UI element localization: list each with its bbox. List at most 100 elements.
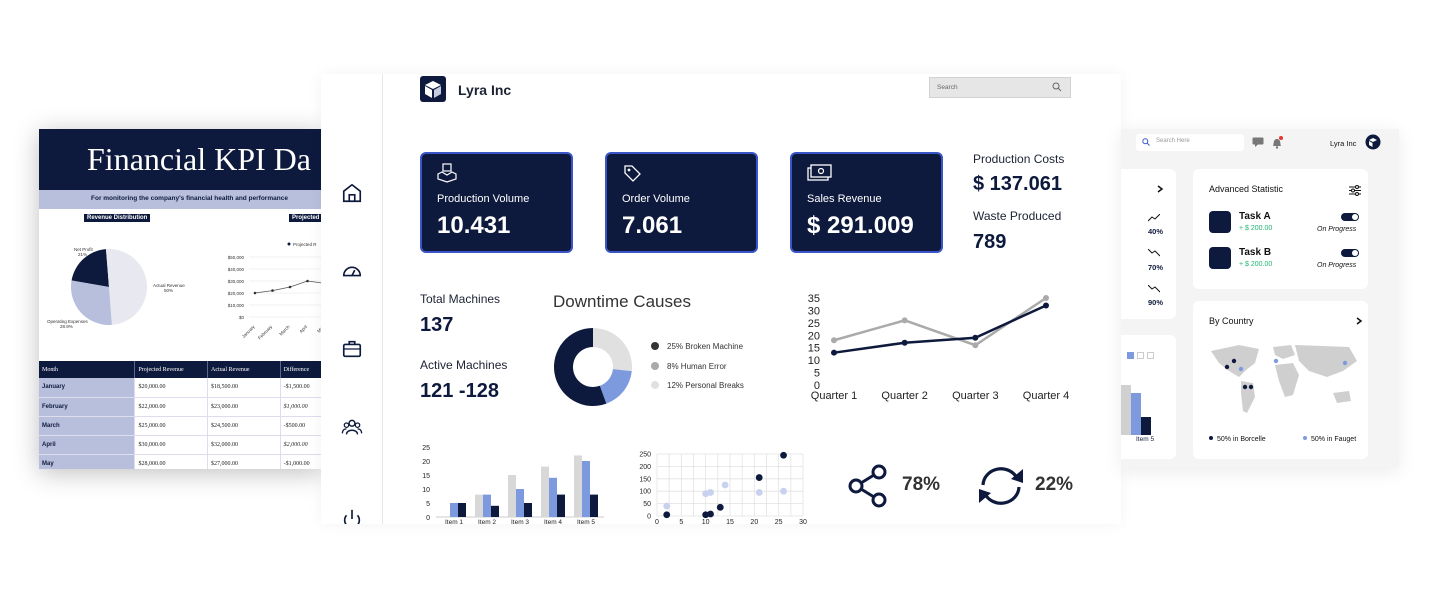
pie-label-opex: Operating Expenses [47, 319, 88, 324]
bar [582, 461, 590, 517]
trend-panel: 40% 70% 90% [1121, 169, 1176, 319]
x-tick-label: Item 5 [577, 519, 595, 524]
advanced-title: Advanced Statistic [1209, 184, 1284, 194]
x-tick-label: April [298, 324, 308, 334]
trend-down-icon [1148, 249, 1160, 257]
table-row: April $30,000.00 $32,000.00 $2,000.00 [39, 435, 323, 455]
share-icon [848, 464, 887, 508]
team-icon[interactable] [341, 416, 363, 438]
speedometer-icon[interactable] [341, 260, 363, 282]
task-toggle[interactable] [1341, 213, 1359, 221]
kpi-production-volume[interactable]: Production Volume 10.431 [420, 152, 573, 253]
data-point [972, 334, 979, 341]
data-point [901, 317, 908, 324]
task-toggle[interactable] [1341, 249, 1359, 257]
pie-label-actual: Actual Revenue [153, 283, 185, 288]
kpi-label: Sales Revenue [807, 193, 882, 205]
table-row: February $22,000.00 $23,000.00 $1,000.00 [39, 397, 323, 417]
filter-chip[interactable] [1137, 352, 1144, 359]
scatter-point [780, 451, 787, 459]
task-name: Task A [1239, 211, 1271, 222]
y-tick-label: 150 [639, 476, 651, 483]
hands-box-icon [437, 163, 457, 183]
scatter-point [707, 489, 714, 496]
data-point [253, 291, 257, 295]
total-machines-value: 137 [420, 314, 454, 336]
series-line [833, 304, 1047, 354]
series-line [833, 296, 1047, 347]
filter-chip[interactable] [1147, 352, 1154, 359]
y-tick-label: $10,000 [228, 303, 245, 308]
legend-label: 8% Human Error [667, 362, 727, 371]
data-point [1043, 295, 1049, 301]
chevron-right-icon[interactable] [1355, 317, 1363, 325]
x-tick-label: 10 [702, 519, 710, 524]
search-placeholder: Search [937, 84, 958, 91]
legend-dot [1303, 436, 1307, 440]
right-dashboard-card: Search Here Lyra Inc 40% 70% 90% [1121, 129, 1399, 468]
mini-bar-panel: Item 5 [1121, 335, 1176, 459]
y-tick-label: 10 [422, 487, 430, 494]
kpi-sales-revenue[interactable]: Sales Revenue $ 291.009 [790, 152, 943, 253]
right-search-placeholder: Search Here [1156, 138, 1190, 144]
trend-value: 90% [1148, 298, 1164, 307]
scatter-point [663, 511, 671, 519]
search-icon[interactable] [1052, 82, 1062, 92]
production-costs-label: Production Costs [973, 152, 1065, 166]
bar [458, 503, 466, 517]
y-tick-label: 250 [639, 452, 651, 459]
bar [1141, 417, 1151, 435]
scatter-point [755, 474, 763, 481]
bar [483, 494, 491, 517]
kpi-label: Order Volume [622, 193, 690, 205]
production-costs-value: $ 137.061 [973, 173, 1062, 195]
advanced-statistic-panel: Advanced Statistic Task A + $ 200.00 On … [1193, 169, 1368, 289]
x-tick-label: 5 [679, 519, 683, 524]
chevron-right-icon[interactable] [1156, 185, 1164, 193]
scatter-chart: 0 50 100 150 200 250 0 5 10 15 20 25 30 [639, 451, 807, 525]
kpi-value: $ 291.009 [807, 212, 914, 239]
chat-icon[interactable] [1252, 137, 1264, 147]
sidebar-divider [382, 74, 383, 524]
legend-label: 12% Personal Breaks [667, 381, 744, 390]
x-tick-label: March [278, 324, 291, 337]
y-tick-label: 200 [639, 464, 651, 471]
briefcase-icon[interactable] [341, 338, 363, 360]
scatter-point [707, 510, 714, 518]
power-icon[interactable] [341, 508, 363, 524]
avatar[interactable] [1365, 134, 1381, 150]
country-title: By Country [1209, 316, 1254, 326]
y-tick-label: 15 [422, 473, 430, 480]
share-percentage: 78% [902, 474, 941, 495]
table-cell: $32,000.00 [207, 435, 281, 455]
data-point [831, 349, 837, 356]
bar [574, 455, 582, 517]
x-tick-label: Item 1 [445, 519, 463, 524]
pie-slice [71, 280, 112, 325]
trend-value: 70% [1148, 263, 1164, 272]
filter-chip[interactable] [1127, 352, 1134, 359]
y-tick-label: 0 [647, 514, 651, 521]
trend-up-icon [1148, 214, 1160, 222]
task-amount: + $ 200.00 [1239, 261, 1273, 268]
search-input[interactable]: Search [929, 77, 1071, 98]
country-legend-item: 50% in Fauget [1303, 436, 1356, 443]
table-row: May $28,000.00 $27,000.00 -$1,000.00 [39, 454, 323, 469]
pie-slice [105, 249, 147, 325]
bar [491, 505, 499, 517]
table-cell: $28,000.00 [134, 454, 209, 469]
kpi-order-volume[interactable]: Order Volume 7.061 [605, 152, 758, 253]
right-search-input[interactable]: Search Here [1136, 134, 1244, 151]
country-legend-label: 50% in Fauget [1311, 436, 1357, 443]
x-tick-label: 20 [750, 519, 758, 524]
table-cell: -$1,500.00 [280, 378, 323, 398]
task-icon [1209, 247, 1231, 269]
active-machines-label: Active Machines [420, 358, 508, 372]
x-tick-label: 30 [799, 519, 807, 524]
data-point [271, 289, 274, 292]
bar [516, 489, 524, 517]
sliders-icon[interactable] [1349, 185, 1361, 196]
home-icon[interactable] [341, 182, 363, 204]
table-cell: March [39, 416, 136, 436]
bell-icon[interactable] [1271, 136, 1283, 149]
